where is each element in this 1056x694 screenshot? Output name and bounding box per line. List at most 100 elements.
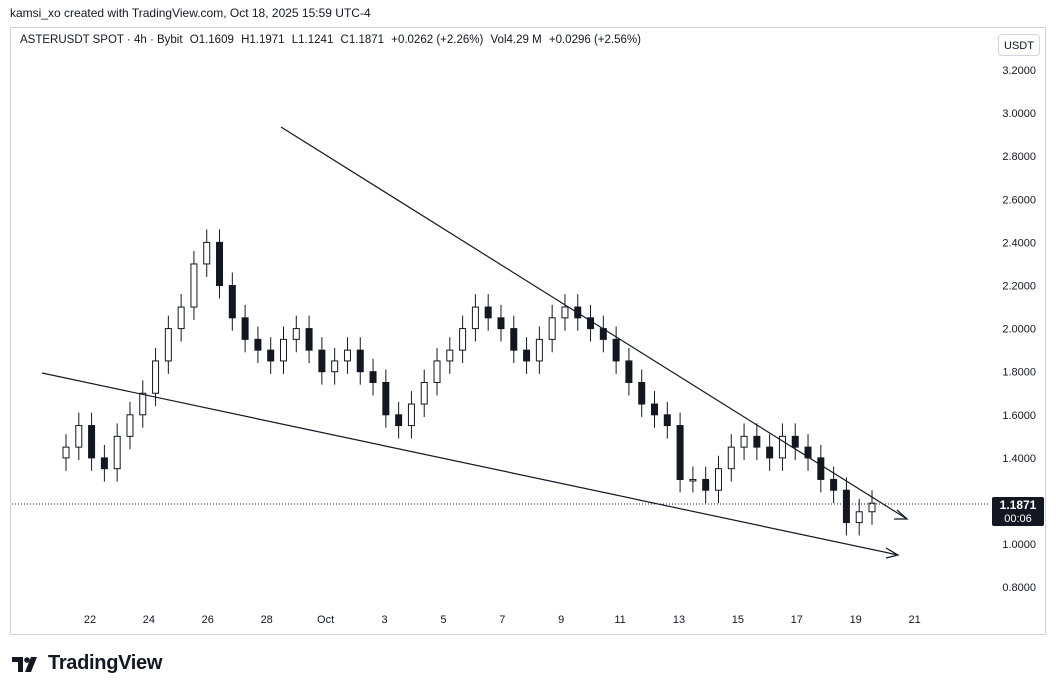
candle-body xyxy=(177,306,185,330)
tradingview-logo[interactable]: TradingView xyxy=(12,652,162,675)
candle-body xyxy=(817,457,825,480)
y-tick-label: 3.0000 xyxy=(1002,108,1036,120)
candle-body xyxy=(740,435,748,448)
candle-body xyxy=(714,468,722,491)
legend-volume: Vol4.29 M xyxy=(490,34,542,46)
x-tick-label: 24 xyxy=(143,614,155,626)
time-axis: 22 24 26 28 Oct 3 5 7 9 11 13 15 17 19 21 xyxy=(84,614,921,626)
candle-body xyxy=(510,328,518,351)
y-tick-label: 1.0000 xyxy=(1002,539,1036,551)
lower-trendline-arrow xyxy=(885,547,900,559)
candle-body xyxy=(702,478,710,491)
y-tick-label: 1.8000 xyxy=(1002,367,1036,379)
candle-body xyxy=(868,502,876,513)
bar-countdown: 00:06 xyxy=(1004,513,1032,525)
candle-body xyxy=(126,414,134,437)
candle-body xyxy=(254,338,262,351)
candle-body xyxy=(113,435,121,470)
x-tick-label: 9 xyxy=(558,614,564,626)
x-tick-label: Oct xyxy=(317,614,334,626)
candle-body xyxy=(62,446,70,459)
candle-body xyxy=(804,446,812,459)
candle-body xyxy=(356,349,364,373)
x-tick-label: 3 xyxy=(381,614,387,626)
candle-body xyxy=(523,349,531,362)
y-tick-label: 2.2000 xyxy=(1002,281,1036,293)
x-tick-label: 5 xyxy=(440,614,446,626)
candle-body xyxy=(535,338,543,362)
candle-body xyxy=(663,414,671,427)
candle-body xyxy=(830,478,838,491)
candle-body xyxy=(497,317,505,330)
candle-body xyxy=(241,317,249,340)
y-tick-label: 2.8000 xyxy=(1002,151,1036,163)
candle-body xyxy=(216,241,224,286)
candle-body xyxy=(228,285,236,319)
chart-frame[interactable] xyxy=(10,27,1046,635)
legend-volume-change: +0.0296 (+2.56%) xyxy=(548,34,641,46)
legend-low: L1.1241 xyxy=(291,34,334,46)
candle-body xyxy=(100,457,108,470)
x-tick-label: 13 xyxy=(673,614,685,626)
symbol-legend[interactable]: ASTERUSDT SPOT · 4h · Bybit O1.1609 H1.1… xyxy=(20,34,645,46)
candle-body xyxy=(305,328,313,351)
currency-selector[interactable]: USDT xyxy=(998,34,1040,56)
candle-body xyxy=(139,392,147,416)
candle-body xyxy=(612,338,620,362)
candles-layer xyxy=(62,229,876,536)
x-tick-label: 15 xyxy=(732,614,744,626)
candle-body xyxy=(842,489,850,524)
last-price-tag: 1.1871 00:06 xyxy=(992,497,1044,526)
x-tick-label: 19 xyxy=(850,614,862,626)
candle-body xyxy=(88,425,96,459)
candle-body xyxy=(292,328,300,340)
candle-body xyxy=(548,317,556,340)
candle-body xyxy=(561,306,569,319)
candle-body xyxy=(420,381,428,405)
candle-body xyxy=(625,360,633,383)
x-tick-label: 28 xyxy=(261,614,273,626)
candle-body xyxy=(638,381,646,405)
candle-body xyxy=(318,349,326,373)
candle-body xyxy=(152,360,160,394)
upper-trendline-arrow xyxy=(894,509,909,520)
candle-body xyxy=(484,306,492,319)
candle-body xyxy=(766,446,774,459)
candle-body xyxy=(407,403,415,427)
x-tick-label: 11 xyxy=(614,614,625,626)
chart-author-caption: kamsi_xo created with TradingView.com, O… xyxy=(10,6,371,20)
y-tick-label: 3.2000 xyxy=(1002,65,1036,77)
candle-body xyxy=(855,511,863,524)
price-axis: 3.2000 3.0000 2.8000 2.6000 2.4000 2.2000 2.00… xyxy=(1002,65,1036,594)
brand-name: TradingView xyxy=(48,652,163,674)
upper-trendline xyxy=(280,126,908,520)
candle-body xyxy=(791,435,799,448)
x-tick-label: 21 xyxy=(908,614,920,626)
candle-body xyxy=(433,360,441,383)
x-tick-label: 17 xyxy=(791,614,803,626)
legend-close: C1.1871 xyxy=(340,34,385,46)
candle-body xyxy=(343,349,351,362)
candle-body xyxy=(75,425,83,448)
lower-trendline xyxy=(41,372,899,556)
candle-body xyxy=(778,435,786,459)
y-tick-label: 1.4000 xyxy=(1002,453,1036,465)
candle-body xyxy=(331,360,339,373)
candle-body xyxy=(267,349,275,362)
y-tick-label: 2.4000 xyxy=(1002,237,1036,249)
tradingview-logo-icon xyxy=(12,656,37,672)
candle-body xyxy=(471,306,479,330)
candle-body xyxy=(164,328,172,362)
y-tick-label: 2.0000 xyxy=(1002,324,1036,336)
legend-high: H1.1971 xyxy=(241,34,285,46)
y-tick-label: 1.6000 xyxy=(1002,410,1036,422)
legend-change: +0.0262 (+2.26%) xyxy=(391,34,484,46)
candle-body xyxy=(651,403,659,416)
legend-symbol[interactable]: ASTERUSDT SPOT · 4h · Bybit xyxy=(20,34,183,46)
y-tick-label: 0.8000 xyxy=(1002,582,1036,594)
legend-open: O1.1609 xyxy=(189,34,234,46)
last-price: 1.1871 xyxy=(999,498,1037,512)
candle-body xyxy=(459,328,467,351)
candle-body xyxy=(446,349,454,362)
